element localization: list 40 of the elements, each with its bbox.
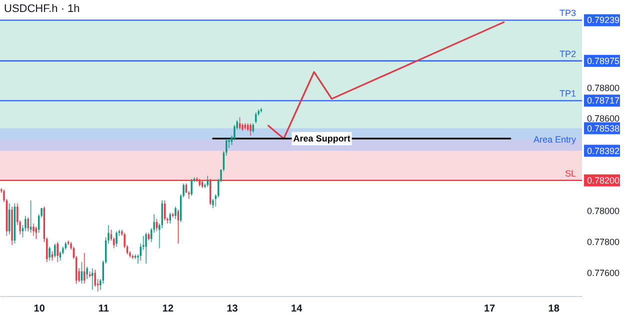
candlestick [86,266,88,280]
y-tick-label: 0.78000 [587,206,620,216]
y-tick-label: 0.79239 [587,15,620,26]
candlestick [190,178,192,196]
x-tick-label: 11 [98,304,110,314]
candlestick [145,232,147,264]
y-tick-label: 0.78717 [587,96,620,106]
x-tick-label: 14 [291,304,303,314]
y-tick-label: 0.78800 [587,82,620,93]
ref-line-label: TP2 [559,48,576,59]
x-tick-label: 12 [162,304,174,314]
x-tick-label: 13 [226,304,238,314]
chart-title: USDCHF.h · 1h [4,3,80,15]
candlestick [234,124,236,141]
candlestick [174,206,176,220]
x-tick-label: 18 [548,304,560,314]
ref-line-label: TP1 [559,88,576,99]
candlestick [54,243,56,258]
candlestick [8,203,10,235]
annotation: Area Support [293,134,350,144]
candlestick [35,226,37,240]
ref-line-label: TP3 [559,8,576,18]
candlestick [177,209,180,244]
ref-line-label: SL [564,168,576,178]
y-tick-label: 0.77600 [587,268,620,278]
y-tick-label: 0.77800 [587,237,620,248]
candlestick [255,112,257,124]
x-tick-label: 17 [484,304,496,314]
y-tick-label: 0.78392 [587,146,620,156]
y-tick-label: 0.78200 [587,175,620,186]
y-tick-label: 0.78975 [587,56,620,66]
y-tick-label: 0.78538 [587,123,620,134]
candlestick [116,230,118,248]
y-tick-label: 0.78600 [587,114,620,124]
candlestick [48,246,50,261]
candlestick [32,223,34,236]
band-label: Area Entry [533,134,576,145]
candlestick [92,268,94,290]
candlestick [250,122,252,136]
x-tick-label: 10 [34,304,46,314]
